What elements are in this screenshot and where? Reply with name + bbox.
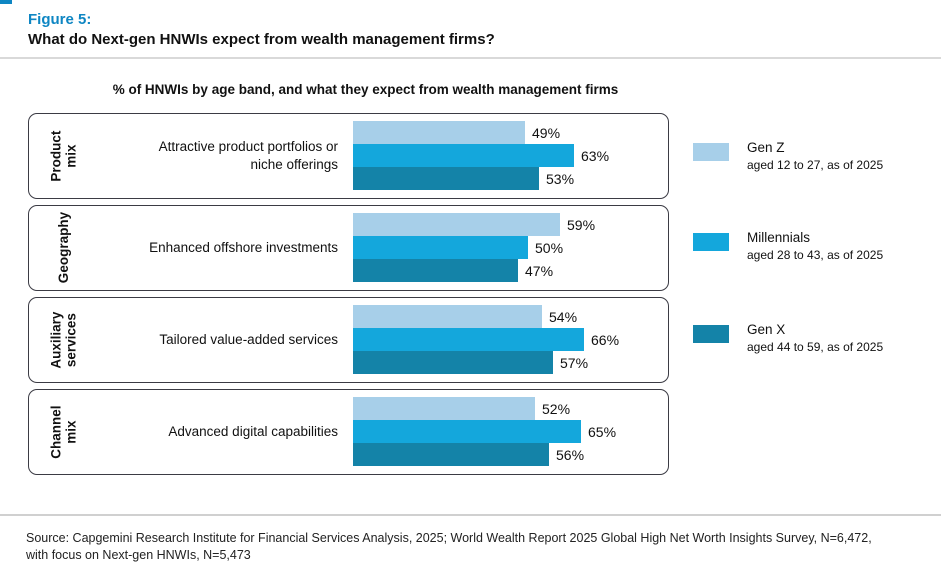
bar-cluster: 52% 65% 56% xyxy=(353,397,616,466)
legend-item-millennials: Millennials aged 28 to 43, as of 2025 xyxy=(693,230,883,262)
source-note: Source: Capgemini Research Institute for… xyxy=(26,531,872,562)
bar-row: 50% xyxy=(353,236,595,259)
bar-value-label: 50% xyxy=(535,239,564,256)
legend-swatch-gen-z xyxy=(693,143,729,161)
bar-gen-x xyxy=(353,443,549,466)
group-question-label: Enhanced offshore investments xyxy=(149,239,338,255)
bar-value-label: 49% xyxy=(532,124,561,141)
bar-row: 47% xyxy=(353,259,595,282)
legend-name: Gen X xyxy=(747,322,786,337)
group-section-label: Product mix xyxy=(48,130,79,182)
legend-item-gen-z: Gen Z aged 12 to 27, as of 2025 xyxy=(693,140,883,172)
legend-detail: aged 44 to 59, as of 2025 xyxy=(747,340,884,354)
bar-gen-z xyxy=(353,213,560,236)
bar-value-label: 52% xyxy=(542,400,571,417)
bar-value-label: 66% xyxy=(591,331,620,348)
legend-detail: aged 28 to 43, as of 2025 xyxy=(747,248,884,262)
chart-title: % of HNWIs by age band, and what they ex… xyxy=(112,82,619,97)
chart-group-product-mix: Product mix Attractive product portfolio… xyxy=(28,113,669,199)
figure-number-label: Figure 5: xyxy=(28,11,92,28)
bar-row: 56% xyxy=(353,443,616,466)
legend-swatch-gen-x xyxy=(693,325,729,343)
bar-row: 59% xyxy=(353,213,595,236)
legend-swatch-millennials xyxy=(693,233,729,251)
bar-value-label: 56% xyxy=(556,446,585,463)
bar-value-label: 53% xyxy=(546,170,575,187)
bar-value-label: 65% xyxy=(588,423,617,440)
footer-divider xyxy=(0,514,941,516)
bar-gen-z xyxy=(353,121,525,144)
bar-value-label: 47% xyxy=(525,262,554,279)
bar-millennials xyxy=(353,328,584,351)
bar-gen-x xyxy=(353,167,539,190)
legend-text: Gen Z aged 12 to 27, as of 2025 xyxy=(747,140,883,172)
group-section-label: Geography xyxy=(56,212,72,284)
page-accent-mark xyxy=(0,0,12,4)
bar-gen-x xyxy=(353,259,518,282)
bar-value-label: 63% xyxy=(581,147,610,164)
group-section-label: Channel mix xyxy=(48,405,79,459)
bar-millennials xyxy=(353,144,574,167)
bar-cluster: 54% 66% 57% xyxy=(353,305,619,374)
bar-row: 66% xyxy=(353,328,619,351)
group-question-label: Attractive product portfolios or niche o… xyxy=(158,138,338,172)
bar-value-label: 54% xyxy=(549,308,578,325)
bar-gen-z xyxy=(353,305,542,328)
bar-gen-z xyxy=(353,397,535,420)
legend-text: Gen X aged 44 to 59, as of 2025 xyxy=(747,322,883,354)
legend-text: Millennials aged 28 to 43, as of 2025 xyxy=(747,230,883,262)
bar-row: 65% xyxy=(353,420,616,443)
legend-item-gen-x: Gen X aged 44 to 59, as of 2025 xyxy=(693,322,883,354)
chart-group-geography: Geography Enhanced offshore investments … xyxy=(28,205,669,291)
group-section-label: Auxiliary services xyxy=(48,311,79,369)
bar-row: 63% xyxy=(353,144,609,167)
bar-millennials xyxy=(353,420,581,443)
bar-value-label: 57% xyxy=(560,354,589,371)
bar-row: 49% xyxy=(353,121,609,144)
bar-row: 54% xyxy=(353,305,619,328)
bar-cluster: 59% 50% 47% xyxy=(353,213,595,282)
bar-millennials xyxy=(353,236,528,259)
bar-row: 52% xyxy=(353,397,616,420)
group-question-label: Tailored value-added services xyxy=(159,331,338,347)
chart-group-auxiliary-services: Auxiliary services Tailored value-added … xyxy=(28,297,669,383)
bar-value-label: 59% xyxy=(567,216,596,233)
legend-name: Gen Z xyxy=(747,140,785,155)
legend-detail: aged 12 to 27, as of 2025 xyxy=(747,158,884,172)
chart-group-channel-mix: Channel mix Advanced digital capabilitie… xyxy=(28,389,669,475)
bar-row: 57% xyxy=(353,351,619,374)
bar-gen-x xyxy=(353,351,553,374)
legend-name: Millennials xyxy=(747,230,811,245)
group-question-label: Advanced digital capabilities xyxy=(168,423,338,439)
bar-row: 53% xyxy=(353,167,609,190)
header-divider xyxy=(0,57,941,59)
figure-title: What do Next-gen HNWIs expect from wealt… xyxy=(28,31,495,48)
bar-cluster: 49% 63% 53% xyxy=(353,121,609,190)
